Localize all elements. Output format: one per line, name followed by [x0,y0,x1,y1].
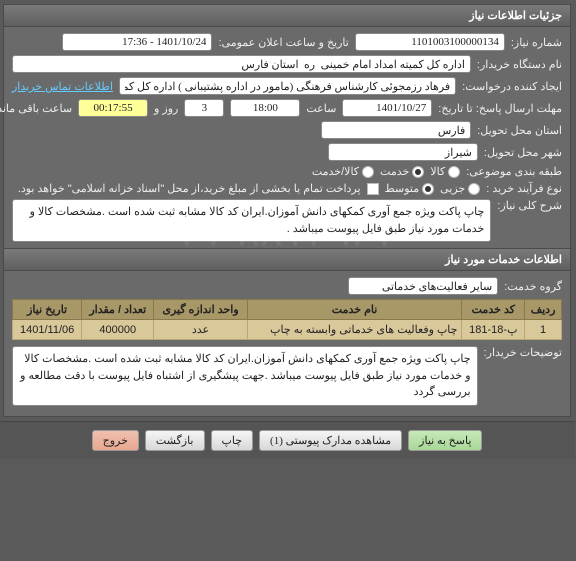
panel-title: جزئیات اطلاعات نیاز [5,5,571,27]
proc-med-label: متوسط [386,182,421,195]
service-group-label: گروه خدمت: [505,280,563,293]
contact-link[interactable]: اطلاعات تماس خریدار [13,80,114,93]
buyer-org-input[interactable] [13,55,472,73]
reply-button[interactable]: پاسخ به نیاز [409,430,483,451]
proc-small-radio[interactable]: جزیی [441,182,481,195]
proc-note: پرداخت تمام یا بخشی از مبلغ خرید،از محل … [13,182,362,195]
buyer-org-label: نام دستگاه خریدار: [478,58,563,71]
services-table: ردیف کد خدمت نام خدمت واحد اندازه گیری ت… [13,299,563,340]
cell-name: چاپ وفعالیت های خدماتی وابسته به چاپ [248,320,463,340]
need-no-input[interactable] [356,33,506,51]
deadline-time-input[interactable] [231,99,301,117]
col-row: ردیف [526,300,563,320]
button-bar: پاسخ به نیاز مشاهده مدارک پیوستی (1) چاپ… [0,421,576,459]
need-desc-box: چاپ پاکت ویژه جمع آوری کمکهای دانش آموزا… [13,199,492,242]
city-label: شهر محل تحویل: [485,146,563,159]
class-goods-radio[interactable]: کالا [431,165,461,178]
creator-input[interactable] [120,77,457,95]
class-both-label: کالا/خدمت [313,165,360,178]
creator-label: ایجاد کننده درخواست: [463,80,563,93]
main-panel: جزئیات اطلاعات نیاز شماره نیاز: تاریخ و … [4,4,572,417]
days-label: روز و [155,102,179,115]
buyer-note-label: توضیحات خریدار: [485,346,563,359]
services-header: اطلاعات خدمات مورد نیاز [5,248,571,271]
col-qty: تعداد / مقدار [83,300,155,320]
deadline-label: مهلت ارسال پاسخ: تا تاریخ: [439,102,563,115]
class-both-radio[interactable]: کالا/خدمت [313,165,375,178]
radio-icon [423,183,435,195]
radio-icon [469,183,481,195]
radio-icon [363,166,375,178]
class-label: طبقه بندی موضوعی: [467,165,563,178]
cell-qty: 400000 [83,320,155,340]
back-button[interactable]: بازگشت [146,430,206,451]
class-service-label: خدمت [381,165,410,178]
cell-n: 1 [526,320,563,340]
cell-code: پ-18-181 [463,320,526,340]
province-label: استان محل تحویل: [478,124,563,137]
class-goods-label: کالا [431,165,446,178]
need-no-label: شماره نیاز: [512,36,563,49]
buyer-note-box: چاپ پاکت ویژه جمع آوری کمکهای دانش آموزا… [13,346,479,406]
treasury-checkbox[interactable] [368,183,380,195]
radio-icon [449,166,461,178]
announce-input[interactable] [63,33,213,51]
process-label: نوع فرآیند خرید : [487,182,563,195]
remain-time-input [79,99,149,117]
print-button[interactable]: چاپ [212,430,255,451]
table-header-row: ردیف کد خدمت نام خدمت واحد اندازه گیری ت… [14,300,563,320]
class-service-radio[interactable]: خدمت [381,165,425,178]
col-name: نام خدمت [248,300,463,320]
announce-label: تاریخ و ساعت اعلان عمومی: [219,36,349,49]
col-unit: واحد اندازه گیری [155,300,248,320]
time-label: ساعت [307,102,337,115]
days-input[interactable] [185,99,225,117]
need-desc-label: شرح کلی نیاز: [498,199,563,212]
proc-med-radio[interactable]: متوسط [386,182,436,195]
col-code: کد خدمت [463,300,526,320]
cell-date: 1401/11/06 [14,320,83,340]
province-input[interactable] [322,121,472,139]
service-group-input[interactable] [349,277,499,295]
city-input[interactable] [329,143,479,161]
cell-unit: عدد [155,320,248,340]
attachments-button[interactable]: مشاهده مدارک پیوستی (1) [260,430,403,451]
deadline-date-input[interactable] [343,99,433,117]
exit-button[interactable]: خروج [93,430,140,451]
col-date: تاریخ نیاز [14,300,83,320]
radio-icon [413,166,425,178]
proc-small-label: جزیی [441,182,466,195]
table-row[interactable]: 1 پ-18-181 چاپ وفعالیت های خدماتی وابسته… [14,320,563,340]
remain-label: ساعت باقی مانده [0,102,73,115]
